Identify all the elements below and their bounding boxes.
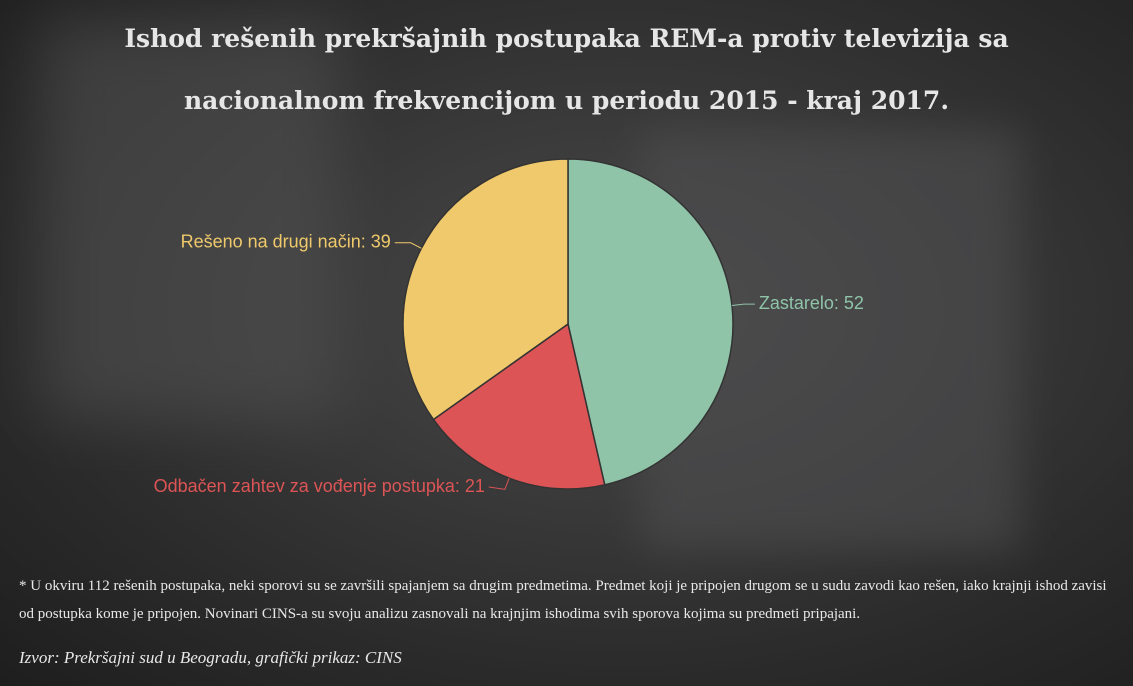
footnote: * U okviru 112 rešenih postupaka, neki s… — [19, 578, 1107, 622]
leader-line — [488, 477, 510, 490]
data-label: Zastarelo: 52 — [759, 293, 864, 313]
source: Izvor: Prekršajni sud u Beogradu, grafič… — [19, 648, 402, 667]
leader-line — [394, 242, 422, 249]
leader-line — [731, 303, 755, 307]
pie-slice — [432, 322, 606, 490]
background-blur — [40, 20, 340, 420]
pie-slice — [567, 158, 734, 486]
data-label: Odbačen zahtev za vođenje postupka: 21 — [154, 476, 485, 496]
chart-title: Ishod rešenih prekršajnih postupaka REM-… — [124, 24, 1009, 115]
data-label: Rešeno na drugi način: 39 — [181, 232, 391, 252]
